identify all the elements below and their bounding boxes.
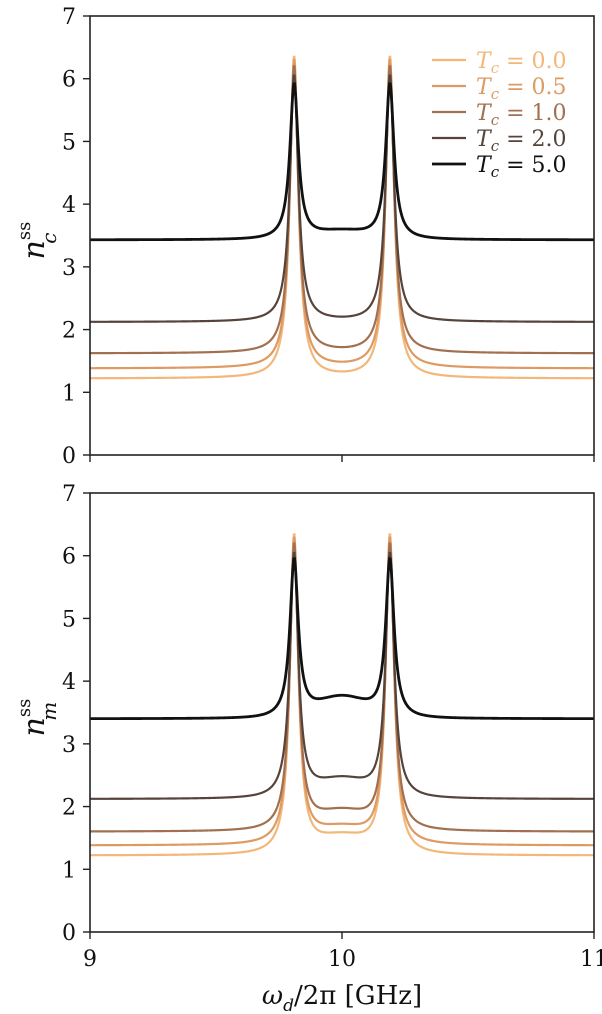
y-tick-label: 3 <box>62 733 76 758</box>
series-line-3 <box>89 74 595 323</box>
legend-entry: Tc = 0.5 <box>476 75 567 103</box>
series-line-1 <box>90 58 594 370</box>
series-line-0 <box>90 532 594 857</box>
series-line-2 <box>90 65 594 355</box>
legend-entry: Tc = 0.0 <box>476 49 567 77</box>
y-tick-label: 4 <box>62 670 76 695</box>
legend-entry: Tc = 1.0 <box>476 101 567 129</box>
series-line-3 <box>90 551 594 800</box>
legend-entry: Tc = 5.0 <box>476 153 567 181</box>
y-tick-label: 7 <box>62 5 76 30</box>
legend-entry: Tc = 2.0 <box>476 127 567 155</box>
bottom-panel: 0 1 2 3 4 5 6 7 9 10 11 nss m ωd/2π [GHz] <box>14 482 602 1014</box>
y-tick-label: 5 <box>62 130 76 155</box>
x-tick-label: 11 <box>580 947 602 972</box>
series-line-4 <box>90 557 594 721</box>
y-axis-label: nss m <box>14 699 61 737</box>
y-tick-label: 2 <box>62 796 76 821</box>
y-tick-label: 3 <box>62 256 76 281</box>
y-tick-label: 6 <box>62 545 76 570</box>
x-tick-label: 10 <box>328 947 356 972</box>
y-tick-label: 0 <box>62 444 76 469</box>
series-line-1 <box>90 536 594 847</box>
axes-frame <box>89 492 595 933</box>
y-tick-label: 7 <box>62 482 76 507</box>
y-tick-label: 6 <box>62 68 76 93</box>
y-tick-label: 1 <box>62 381 76 406</box>
y-tick-label: 5 <box>62 607 76 632</box>
y-tick-label: 4 <box>62 193 76 218</box>
series-line-4 <box>90 82 594 242</box>
y-tick-label: 1 <box>62 858 76 883</box>
x-axis-label: ωd/2π [GHz] <box>262 981 422 1014</box>
series-line-2 <box>90 542 594 833</box>
y-tick-label: 0 <box>62 921 76 946</box>
y-tick-label: 2 <box>62 319 76 344</box>
y-axis-label: nss c <box>14 222 61 260</box>
x-tick-label: 9 <box>83 947 97 972</box>
series-line-0 <box>90 55 594 380</box>
